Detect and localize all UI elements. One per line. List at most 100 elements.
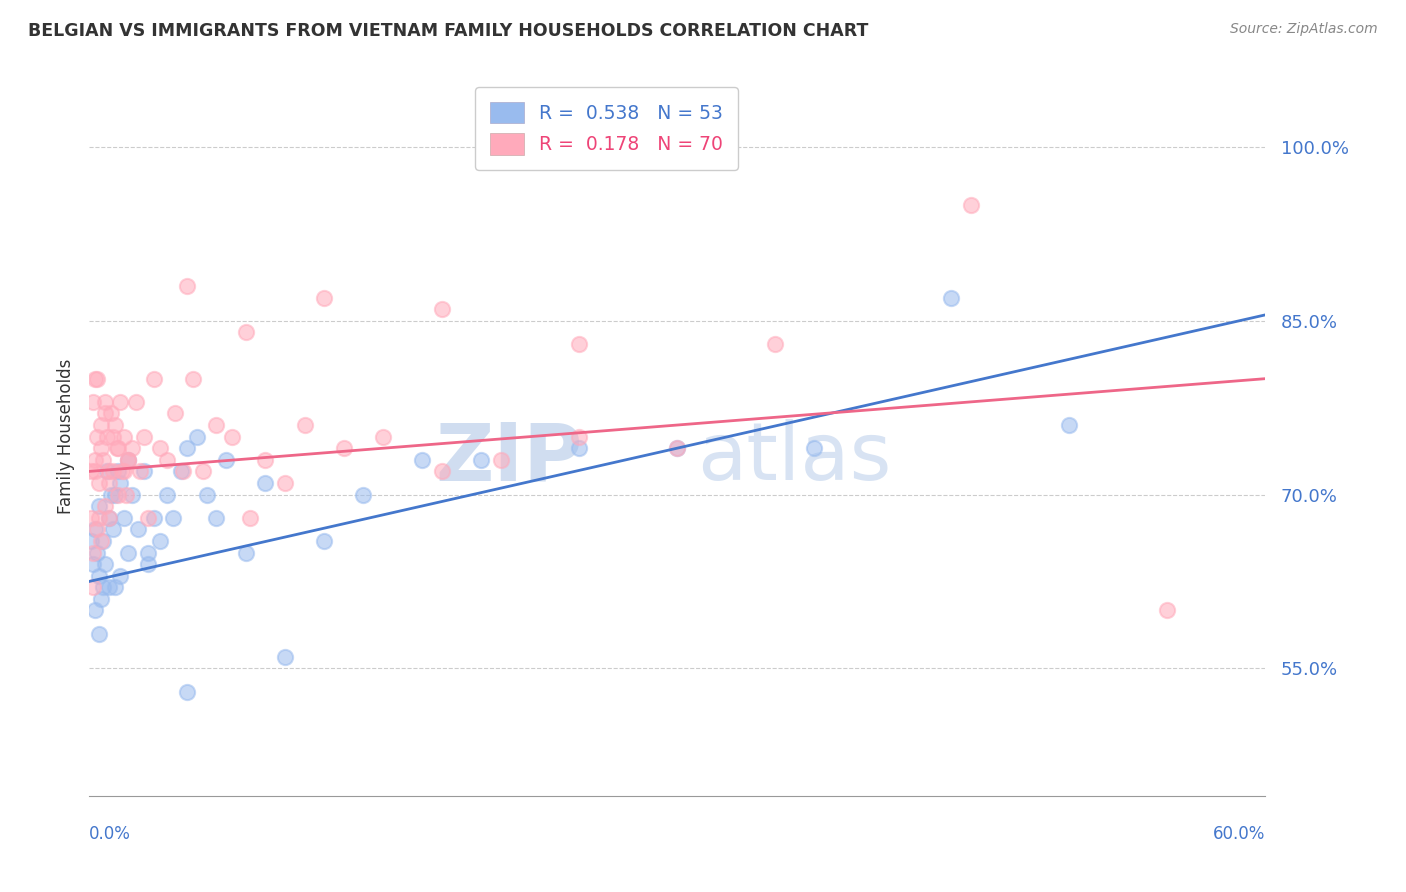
Point	[84, 452, 107, 467]
Point	[110, 475, 132, 490]
Point	[132, 430, 155, 444]
Point	[170, 464, 193, 478]
Point	[86, 522, 108, 536]
Point	[149, 533, 172, 548]
Point	[470, 452, 492, 467]
Point	[90, 442, 112, 456]
Point	[489, 452, 512, 467]
Point	[127, 522, 149, 536]
Point	[97, 510, 120, 524]
Point	[90, 418, 112, 433]
Point	[105, 442, 128, 456]
Point	[142, 510, 165, 524]
Point	[121, 442, 143, 456]
Text: ZIP: ZIP	[436, 419, 583, 497]
Point	[93, 557, 115, 571]
Point	[665, 442, 688, 456]
Point	[960, 198, 983, 212]
Point	[314, 533, 336, 548]
Point	[103, 487, 125, 501]
Point	[186, 430, 208, 444]
Point	[96, 430, 118, 444]
Point	[103, 418, 125, 433]
Point	[93, 407, 115, 421]
Point	[205, 418, 228, 433]
Point	[82, 545, 104, 559]
Point	[93, 499, 115, 513]
Point	[941, 291, 963, 305]
Point	[136, 545, 159, 559]
Point	[568, 442, 591, 456]
Point	[90, 591, 112, 606]
Point	[129, 464, 152, 478]
Point	[132, 464, 155, 478]
Point	[82, 557, 104, 571]
Point	[80, 464, 103, 478]
Point	[107, 442, 129, 456]
Point	[1057, 418, 1080, 433]
Point	[84, 464, 107, 478]
Point	[100, 487, 122, 501]
Point	[101, 522, 124, 536]
Point	[101, 430, 124, 444]
Point	[205, 510, 228, 524]
Point	[430, 302, 453, 317]
Point	[103, 580, 125, 594]
Point	[87, 475, 110, 490]
Point	[156, 452, 179, 467]
Point	[176, 442, 198, 456]
Point	[176, 279, 198, 293]
Point	[274, 475, 297, 490]
Point	[86, 430, 108, 444]
Point	[115, 487, 138, 501]
Point	[117, 452, 139, 467]
Point	[97, 510, 120, 524]
Point	[430, 464, 453, 478]
Point	[333, 442, 356, 456]
Point	[117, 452, 139, 467]
Point	[215, 452, 238, 467]
Point	[195, 487, 218, 501]
Point	[254, 475, 277, 490]
Point	[93, 395, 115, 409]
Point	[87, 510, 110, 524]
Point	[97, 464, 120, 478]
Point	[1156, 603, 1178, 617]
Point	[665, 442, 688, 456]
Point	[86, 372, 108, 386]
Text: Source: ZipAtlas.com: Source: ZipAtlas.com	[1230, 22, 1378, 37]
Point	[96, 464, 118, 478]
Point	[314, 291, 336, 305]
Point	[84, 372, 107, 386]
Point	[80, 510, 103, 524]
Point	[86, 545, 108, 559]
Point	[235, 545, 257, 559]
Point	[568, 337, 591, 351]
Point	[87, 499, 110, 513]
Point	[274, 649, 297, 664]
Point	[181, 372, 204, 386]
Point	[121, 487, 143, 501]
Point	[82, 580, 104, 594]
Point	[411, 452, 433, 467]
Text: 60.0%: 60.0%	[1212, 824, 1265, 843]
Point	[172, 464, 194, 478]
Point	[763, 337, 786, 351]
Point	[239, 510, 262, 524]
Point	[84, 603, 107, 617]
Point	[91, 533, 114, 548]
Point	[90, 533, 112, 548]
Point	[101, 464, 124, 478]
Point	[176, 684, 198, 698]
Point	[294, 418, 316, 433]
Point	[84, 522, 107, 536]
Point	[112, 464, 135, 478]
Point	[110, 395, 132, 409]
Point	[352, 487, 374, 501]
Point	[254, 452, 277, 467]
Point	[91, 580, 114, 594]
Point	[221, 430, 243, 444]
Point	[371, 430, 394, 444]
Point	[162, 510, 184, 524]
Point	[107, 464, 129, 478]
